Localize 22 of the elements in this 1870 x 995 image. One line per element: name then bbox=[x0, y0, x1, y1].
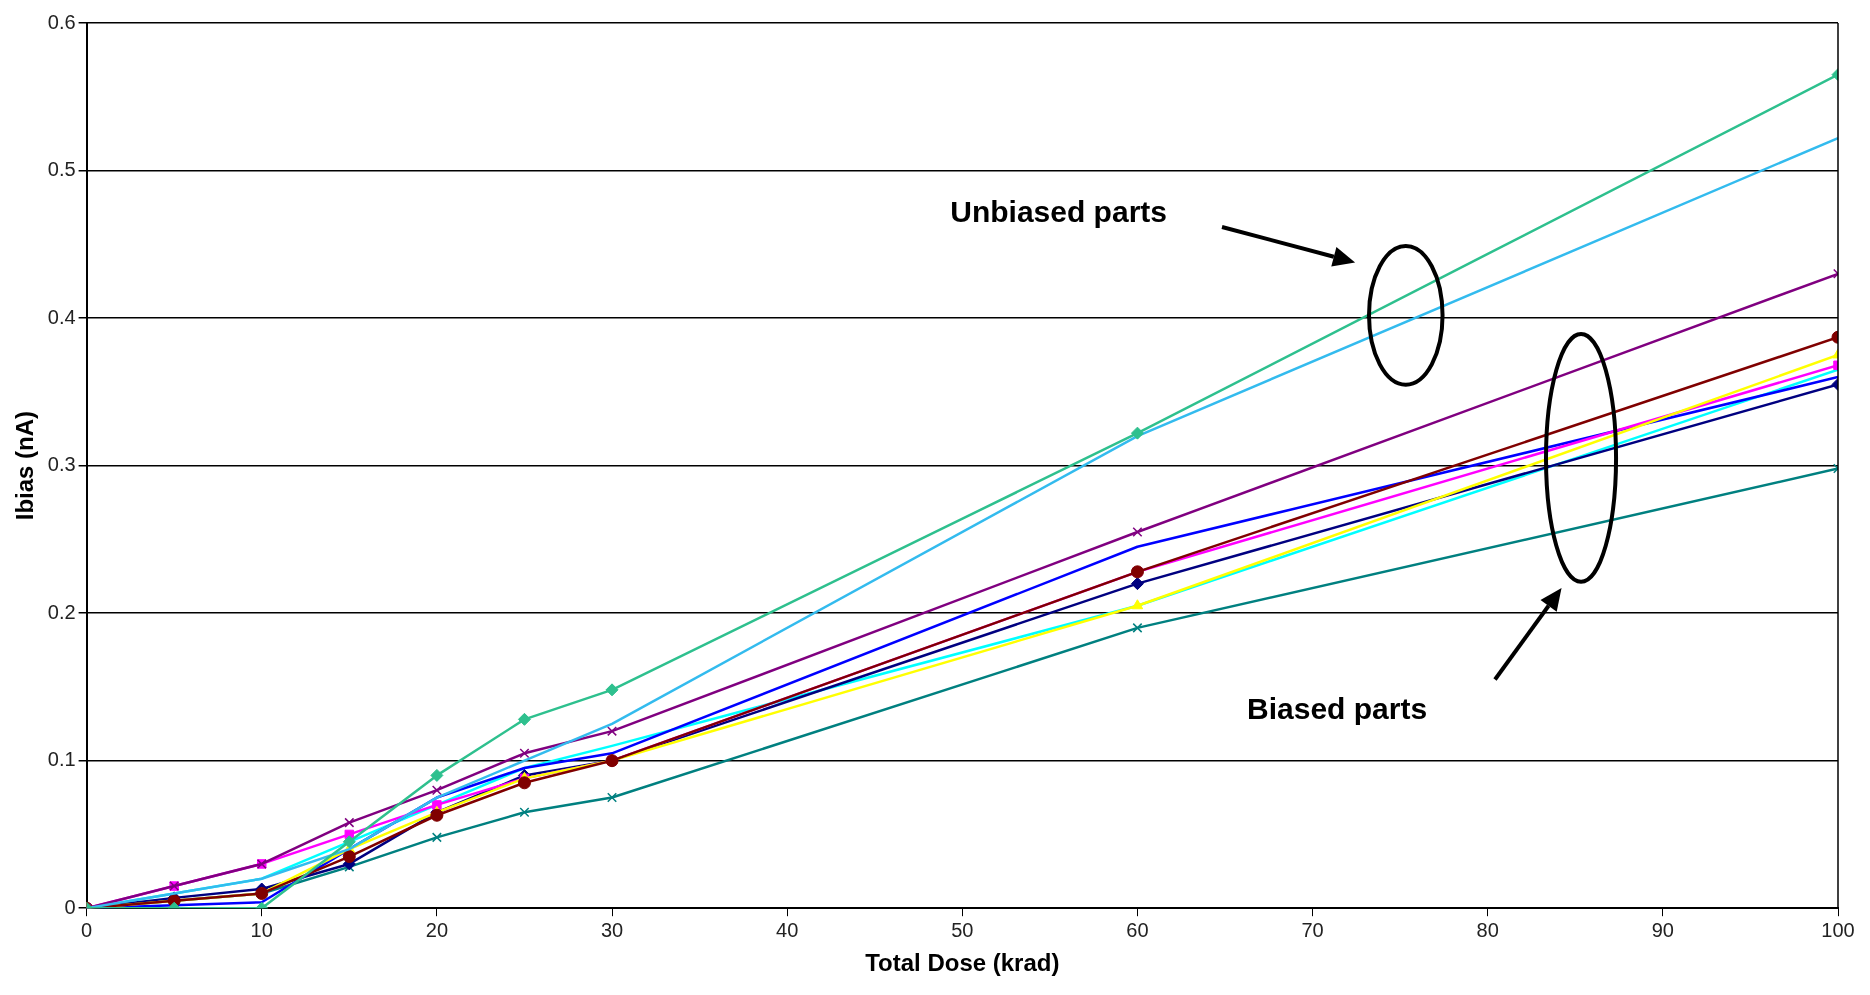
x-tick-label: 80 bbox=[1476, 918, 1499, 941]
annotation: Biased parts bbox=[1247, 692, 1428, 727]
y-tick-label: 0.6 bbox=[47, 10, 76, 33]
y-tick-label: 0 bbox=[64, 895, 76, 918]
y-tick-label: 0.4 bbox=[47, 305, 76, 328]
x-tick-label: 0 bbox=[81, 918, 93, 941]
y-tick-label: 0.1 bbox=[47, 748, 76, 771]
x-tick-label: 60 bbox=[1126, 918, 1149, 941]
x-tick-label: 30 bbox=[600, 918, 624, 941]
x-tick-label: 50 bbox=[951, 918, 974, 941]
annotation: Unbiased parts bbox=[950, 194, 1167, 229]
x-axis-title: Total Dose (krad) bbox=[865, 949, 1060, 977]
x-tick-label: 10 bbox=[250, 918, 273, 941]
y-tick-label: 0.3 bbox=[47, 453, 76, 476]
x-tick-label: 100 bbox=[1821, 918, 1855, 941]
y-axis-title: Ibias (nA) bbox=[11, 410, 39, 521]
y-tick-label: 0.2 bbox=[47, 600, 76, 623]
x-tick-label: 90 bbox=[1651, 918, 1674, 941]
x-tick-label: 40 bbox=[776, 918, 799, 941]
x-tick-label: 20 bbox=[425, 918, 449, 941]
y-tick-label: 0.5 bbox=[47, 158, 76, 181]
x-tick-label: 70 bbox=[1301, 918, 1324, 941]
